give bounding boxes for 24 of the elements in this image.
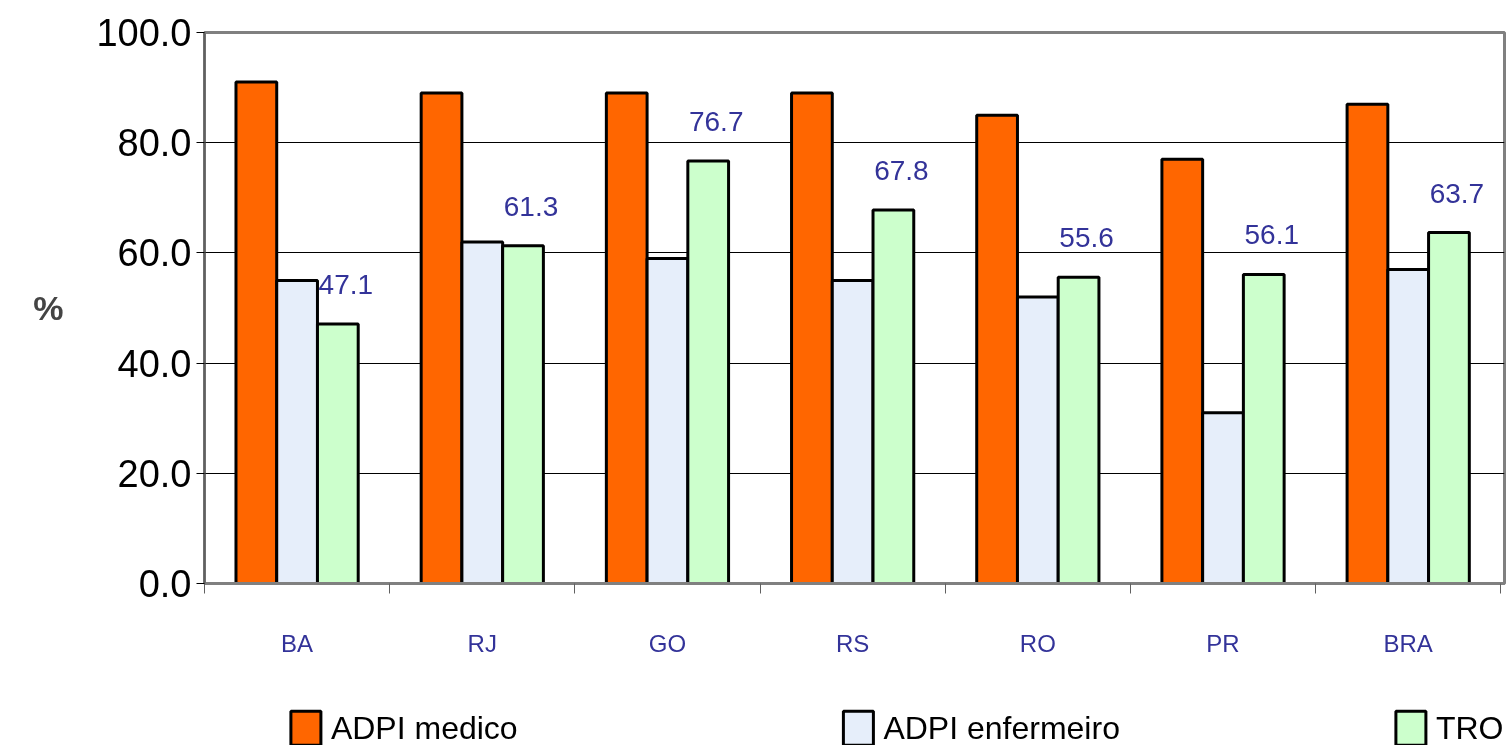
y-tick-label: 80.0 [117,122,192,165]
x-tick-label: BA [281,629,314,657]
data-label: 61.3 [503,190,559,222]
data-label: 56.1 [1244,219,1300,251]
x-tick-label: RO [1019,629,1056,657]
legend-label: ADPI enfermeiro [883,710,1120,747]
data-label: 76.7 [688,105,744,137]
x-tick-label: BRA [1383,629,1433,657]
y-tick-label: 0.0 [138,563,192,605]
data-label: 47.1 [318,268,374,300]
y-tick-label: 60.0 [117,232,192,275]
legend-label: TRO [1435,710,1504,747]
x-tick-label: PR [1206,629,1240,657]
y-tick-label: 40.0 [117,342,192,385]
y-axis-title: % [33,289,64,327]
data-label: 55.6 [1059,222,1114,254]
data-label: 67.8 [874,154,929,186]
y-tick-label: 20.0 [117,452,192,495]
data-label: 63.7 [1429,177,1485,209]
legend-label: ADPI medico [330,710,518,747]
x-tick-label: GO [648,629,687,657]
x-tick-label: RS [835,629,870,657]
x-tick-label: RJ [467,629,497,657]
y-tick-label: 100.0 [96,12,192,54]
